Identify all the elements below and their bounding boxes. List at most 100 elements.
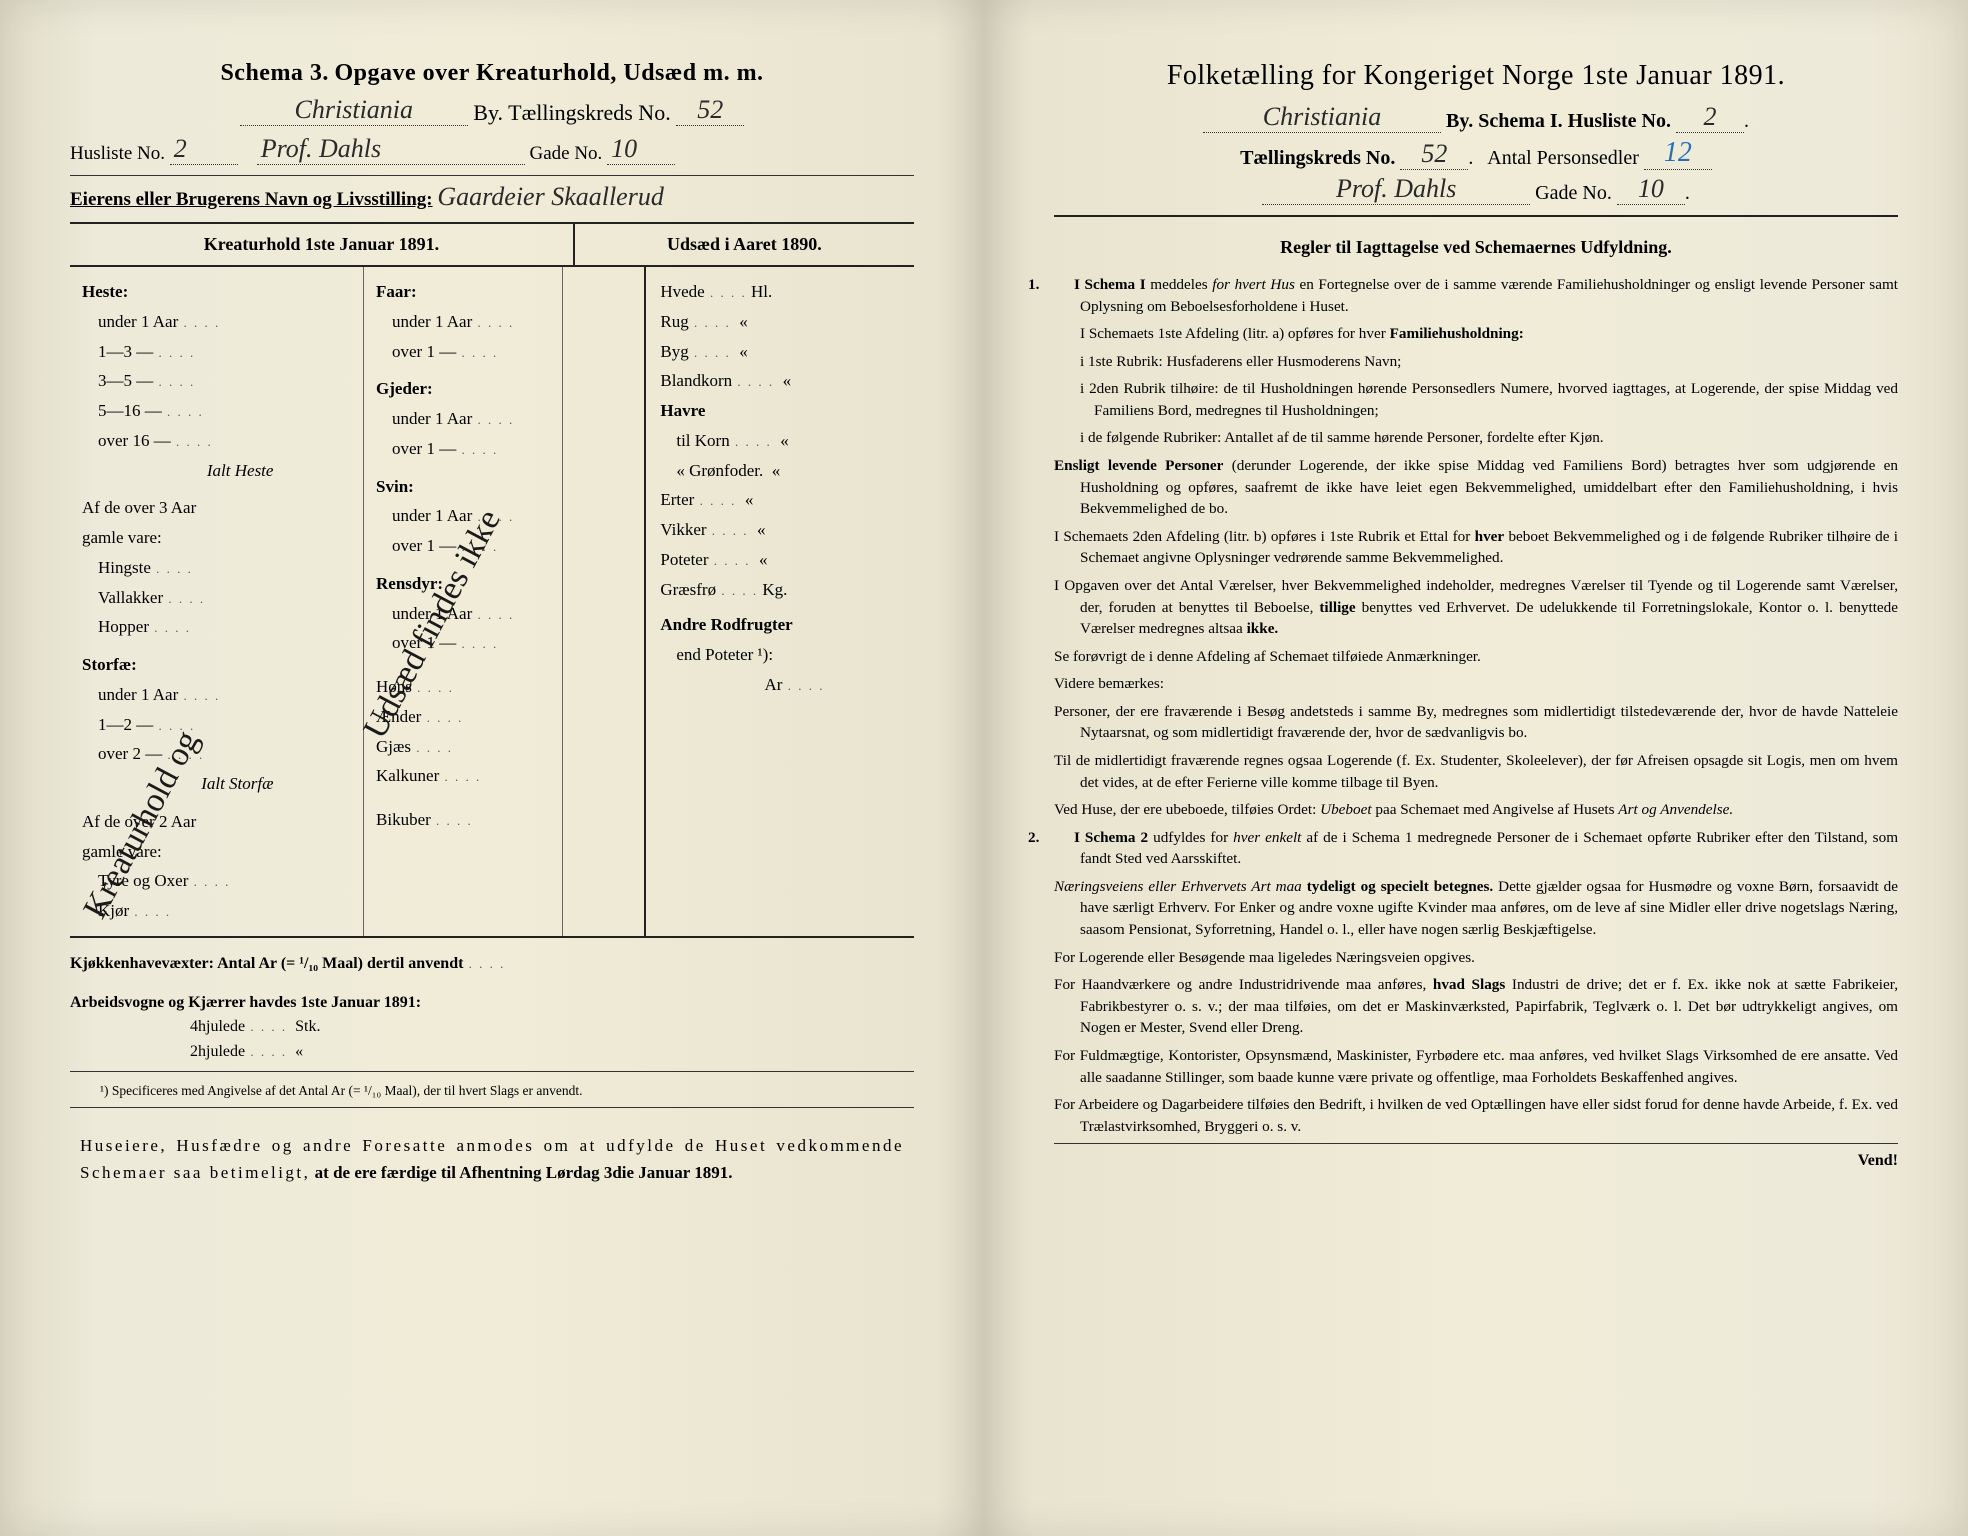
eierens-label: Eierens eller Brugerens Navn og Livsstil… [70, 189, 433, 210]
left-page-schema3: Schema 3. Opgave over Kreaturhold, Udsæd… [0, 0, 984, 1536]
right-divider2 [1054, 1143, 1898, 1144]
right-street-line: Prof. Dahls Gade No. 10. [1054, 174, 1898, 205]
p2c: For Logerende eller Besøgende maa ligele… [1054, 947, 1898, 969]
husliste-no: 2 [170, 134, 238, 165]
schema-label: Schema 3. [220, 60, 329, 86]
right-street-handwritten: Prof. Dahls [1262, 174, 1530, 205]
arbeidsvogne-block: Arbeidsvogne og Kjærrer havdes 1ste Janu… [70, 991, 914, 1065]
right-antal-label: Antal Personsedler [1487, 147, 1639, 169]
p1b: I Schemaets 1ste Afdeling (litr. a) opfø… [1054, 323, 1898, 345]
eierens-handwritten: Gaardeier Skaallerud [437, 182, 664, 211]
gamle-vare: gamle vare: [82, 523, 273, 553]
kalkuner: Kalkuner [376, 761, 554, 791]
svin-hdr: Svin: [376, 472, 554, 502]
af-over3: Af de over 3 Aar [82, 493, 273, 523]
p1l: Til de midlertidigt fraværende regnes og… [1054, 750, 1898, 793]
section-header-row: Kreaturhold 1ste Januar 1891. Udsæd i Aa… [70, 222, 914, 267]
left-title: Opgave over Kreaturhold, Udsæd m. m. [334, 60, 763, 86]
p1f: Ensligt levende Personer (derunder Loger… [1054, 455, 1898, 520]
right-city-line: Christiania By. Schema I. Husliste No. 2… [1054, 102, 1898, 133]
left-city-line: Christiania By. Tællingskreds No. 52 [70, 95, 914, 126]
tilkorn: til Korn [660, 426, 771, 456]
hopper: Hopper [82, 612, 191, 642]
livestock-col1: Heste: under 1 Aar 1—3 — 3—5 — 5—16 — ov… [70, 267, 281, 936]
heste-over16: over 16 — [82, 426, 213, 456]
footnote: ¹) Specificeres med Angivelse af det Ant… [70, 1082, 914, 1101]
storfae-under1: under 1 Aar [82, 680, 220, 710]
heste-under1: under 1 Aar [82, 307, 220, 337]
fourhjul: 4hjulede [190, 1018, 245, 1035]
erter: Erter [660, 490, 736, 509]
p2d: For Haandværkere og andre Industridriven… [1054, 974, 1898, 1039]
p1i: Se forøvrigt de i denne Afdeling af Sche… [1054, 646, 1898, 668]
right-gade-no: 10 [1617, 174, 1685, 205]
end-poteter: end Poteter ¹): [660, 640, 773, 670]
right-antal-no: 12 [1644, 137, 1712, 170]
heste-3-5: 3—5 — [82, 366, 195, 396]
hvede: Hvede [660, 282, 746, 301]
kjokken-label: Kjøkkenhavevæxter: Antal Ar (= ¹/₁₀ Maal… [70, 955, 463, 972]
gjeder-hdr: Gjeder: [376, 374, 554, 404]
byg: Byg [660, 342, 730, 361]
rensdyr-under1: under 1 Aar [376, 599, 514, 629]
svin-under1: under 1 Aar [376, 501, 514, 531]
p1e: i de følgende Rubriker: Antallet af de t… [1054, 427, 1898, 449]
vallakker: Vallakker [82, 583, 205, 613]
eierens-line: Eierens eller Brugerens Navn og Livsstil… [70, 182, 914, 212]
p1h: I Opgaven over det Antal Værelser, hver … [1054, 575, 1898, 640]
livestock-grid: Kreaturhold og Udsæd findes ikke Heste: … [70, 267, 914, 938]
kjor: Kjør [82, 896, 171, 926]
divider [70, 175, 914, 176]
livestock-col2: Faar: under 1 Aar over 1 — Gjeder: under… [364, 267, 563, 936]
stk: Stk. [295, 1018, 320, 1035]
graesfroe: Græsfrø [660, 580, 758, 599]
hl-unit: Hl. [751, 282, 772, 301]
closing-text: Huseiere, Husfædre og andre Foresatte an… [70, 1132, 914, 1186]
heste-hdr: Heste: [82, 277, 273, 307]
husliste-label: Husliste No. [70, 143, 165, 164]
tohjul: 2hjulede [190, 1043, 245, 1060]
kg-unit: Kg. [762, 580, 787, 599]
gamle-vare2: gamle vare: [82, 837, 273, 867]
census-book-spread: Schema 3. Opgave over Kreaturhold, Udsæd… [0, 0, 1968, 1536]
heste-1-3: 1—3 — [82, 337, 195, 367]
livestock-col1-values [281, 267, 364, 936]
vikker: Vikker [660, 520, 748, 539]
gjeder-under1: under 1 Aar [376, 404, 514, 434]
svin-over1: over 1 — [376, 531, 498, 561]
kreds-no: 52 [676, 95, 744, 126]
storfae-over2: over 2 — [82, 739, 204, 769]
af-over2: Af de over 2 Aar [82, 807, 273, 837]
right-kreds-label: Tællingskreds No. [1240, 147, 1395, 169]
left-header: Schema 3. Opgave over Kreaturhold, Udsæd… [70, 60, 914, 87]
poteter: Poteter [660, 550, 750, 569]
tyre: Tyre og Oxer [82, 866, 230, 896]
p1m: Ved Huse, der ere ubeboede, tilføies Ord… [1054, 799, 1898, 821]
right-divider [1054, 215, 1898, 217]
storfae-hdr: Storfæ: [82, 650, 273, 680]
by-label: By. Tællingskreds No. [473, 100, 670, 125]
arbeidsvogne-label: Arbeidsvogne og Kjærrer havdes 1ste Janu… [70, 994, 421, 1011]
p1c: i 1ste Rubrik: Husfaderens eller Husmode… [1054, 351, 1898, 373]
divider2 [70, 1071, 914, 1072]
right-page-schema1: Folketælling for Kongeriget Norge 1ste J… [984, 0, 1968, 1536]
faar-over1: over 1 — [376, 337, 498, 367]
ar-unit: Ar [765, 675, 783, 694]
vend-label: Vend! [1054, 1152, 1898, 1170]
heste-5-16: 5—16 — [82, 396, 204, 426]
street-handwritten: Prof. Dahls [257, 134, 525, 165]
livestock-col2-values [563, 267, 647, 936]
p2e: For Fuldmægtige, Kontorister, Opsynsmænd… [1054, 1045, 1898, 1088]
p1j: Videre bemærkes: [1054, 673, 1898, 695]
faar-under1: under 1 Aar [376, 307, 514, 337]
gjaes: Gjæs [376, 732, 554, 762]
husliste-line: Husliste No. 2 Prof. Dahls Gade No. 10 [70, 134, 914, 165]
aender: Ænder [376, 702, 554, 732]
right-title: Folketælling for Kongeriget Norge 1ste J… [1054, 60, 1898, 92]
right-kreds-line: Tællingskreds No. 52. Antal Personsedler… [1054, 137, 1898, 170]
havre-hdr: Havre [660, 396, 824, 426]
rensdyr-over1: over 1 — [376, 628, 498, 658]
city-handwritten: Christiania [240, 95, 468, 126]
gade-label: Gade No. [530, 143, 603, 164]
hons: Høns [376, 672, 554, 702]
